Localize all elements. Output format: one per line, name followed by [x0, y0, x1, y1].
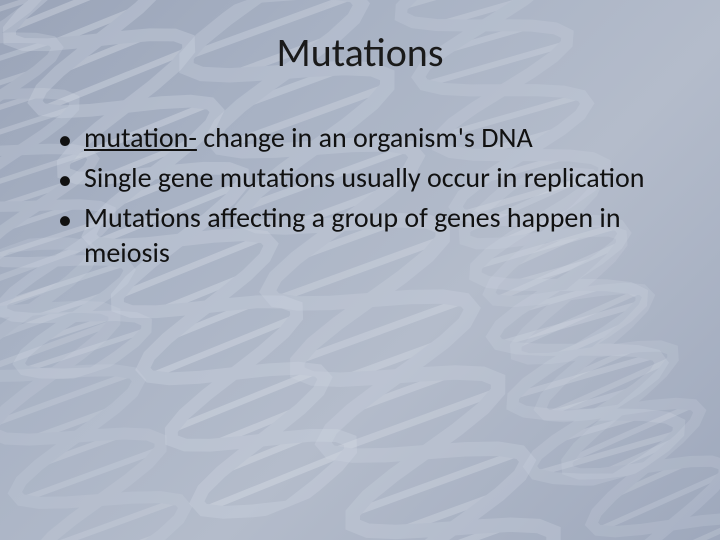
slide: Mutations • mutation- change in an organ…	[0, 0, 720, 540]
bullet-text: mutation- change in an organism's DNA	[84, 120, 670, 156]
slide-title: Mutations	[0, 28, 720, 77]
bullet-rest: Mutations affecting a group of genes hap…	[84, 200, 621, 271]
bullet-icon: •	[58, 120, 84, 158]
bullet-rest: change in an organism's DNA	[197, 120, 533, 155]
bullet-icon: •	[58, 200, 84, 238]
bullet-text: Single gene mutations usually occur in r…	[84, 160, 670, 196]
underlined-term: mutation-	[84, 120, 197, 155]
list-item: • Mutations affecting a group of genes h…	[58, 200, 670, 272]
list-item: • Single gene mutations usually occur in…	[58, 160, 670, 198]
bullet-rest: Single gene mutations usually occur in r…	[84, 160, 644, 195]
list-item: • mutation- change in an organism's DNA	[58, 120, 670, 158]
slide-body: • mutation- change in an organism's DNA …	[58, 120, 670, 273]
bullet-icon: •	[58, 160, 84, 198]
bullet-text: Mutations affecting a group of genes hap…	[84, 200, 670, 272]
